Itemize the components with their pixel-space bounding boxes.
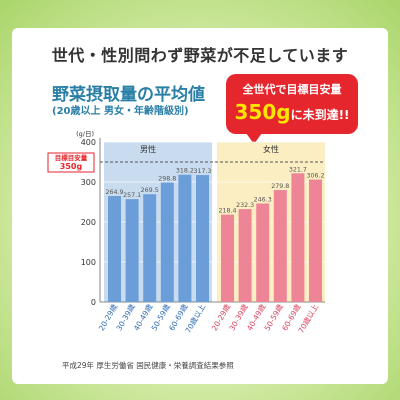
bar-value-label: 218.4 xyxy=(218,208,236,215)
bar-value-label: 318.2 xyxy=(176,168,194,175)
bar xyxy=(143,194,157,302)
bar-value-label: 269.5 xyxy=(141,187,159,194)
y-tick-label: 200 xyxy=(81,218,96,227)
bar xyxy=(108,196,121,302)
bar-value-label: 264.9 xyxy=(105,189,123,196)
y-tick-label: 400 xyxy=(81,138,96,147)
headline: 世代・性別問わず野菜が不足しています xyxy=(51,46,349,65)
bar-value-label: 257.1 xyxy=(123,192,141,199)
target-label-line2: 350g xyxy=(60,162,83,171)
bar xyxy=(160,182,174,302)
callout-amount: 350g xyxy=(234,100,291,124)
bar xyxy=(196,175,209,302)
callout-suffix: に未到達!! xyxy=(290,108,350,122)
chart-title: 野菜摂取量の平均値 xyxy=(52,85,205,105)
target-callout: 全世代で目標目安量 350gに未到達!! xyxy=(226,74,358,144)
bar xyxy=(125,199,139,302)
bar xyxy=(273,190,287,302)
target-label-line1: 目標目安量 xyxy=(55,153,88,162)
y-tick-label: 300 xyxy=(81,178,96,187)
bar xyxy=(238,209,252,302)
bar-value-label: 317.3 xyxy=(193,168,211,175)
y-tick-label: 100 xyxy=(81,258,96,267)
y-unit-label: (g/日) xyxy=(76,130,94,138)
source-note: 平成29年 厚生労働省 国民健康・栄養調査結果参照 xyxy=(62,361,234,370)
bar-value-label: 306.2 xyxy=(306,173,324,180)
bar xyxy=(221,214,234,302)
callout-line2: 350gに未到達!! xyxy=(226,100,358,124)
bar xyxy=(256,203,270,302)
bar xyxy=(309,179,322,302)
bar-value-label: 298.8 xyxy=(158,175,176,182)
bar-value-label: 321.7 xyxy=(289,166,307,173)
bar xyxy=(291,173,305,302)
bar-value-label: 232.3 xyxy=(236,202,254,209)
y-tick-label: 0 xyxy=(91,298,96,307)
chart-subtitle: (20歳以上 男女・年齢階級別) xyxy=(52,106,189,117)
callout-line1: 全世代で目標目安量 xyxy=(242,83,342,96)
target-label-box xyxy=(47,152,95,173)
bar-value-label: 246.3 xyxy=(254,196,272,203)
group-label-male: 男性 xyxy=(140,144,156,154)
group-label-female: 女性 xyxy=(263,144,279,154)
bar xyxy=(178,174,192,302)
bar-value-label: 279.8 xyxy=(271,183,289,190)
